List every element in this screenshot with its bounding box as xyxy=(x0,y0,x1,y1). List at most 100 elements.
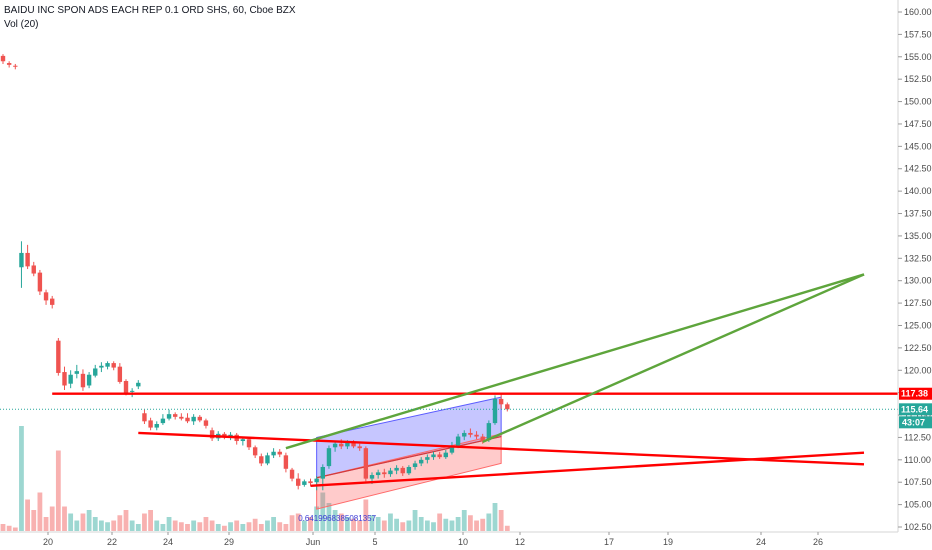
time-tick-label: 12 xyxy=(515,537,525,547)
candle-body xyxy=(123,381,129,393)
candlesticks xyxy=(0,54,510,491)
price-tick-label: 155.00 xyxy=(904,52,932,62)
candle-body xyxy=(166,414,172,419)
volume-bar xyxy=(185,524,190,531)
volume-indicator-label[interactable]: Vol (20) xyxy=(4,19,39,30)
time-tick-label: 17 xyxy=(604,537,614,547)
price-tick-label: 137.50 xyxy=(904,209,932,219)
volume-bar xyxy=(0,524,6,531)
channel-annotation: 0.6419968385081357 xyxy=(298,514,376,523)
candle-body xyxy=(474,434,479,437)
volume-bar xyxy=(197,522,203,531)
volume-bar xyxy=(105,522,110,531)
volume-bar xyxy=(203,517,209,531)
price-tick-label: 127.50 xyxy=(904,298,932,308)
volume-bar xyxy=(111,520,117,531)
volume-bar xyxy=(375,517,381,531)
candle-body xyxy=(425,457,430,460)
volume-bar xyxy=(265,520,270,531)
volume-bar xyxy=(468,515,473,531)
countdown-tag-bg xyxy=(899,416,932,429)
candle-body xyxy=(480,436,485,442)
countdown-tag: 43:07 xyxy=(902,417,925,427)
candle-body xyxy=(449,445,455,453)
volume-bar xyxy=(191,520,197,531)
volume-bar xyxy=(240,524,246,531)
price-tick-label: 152.50 xyxy=(904,74,932,84)
price-tick-label: 102.50 xyxy=(904,522,932,532)
price-tick-label: 157.50 xyxy=(904,29,932,39)
candle-body xyxy=(400,467,405,474)
level-price-tag: 117.38 xyxy=(901,389,928,399)
volume-bar xyxy=(357,520,363,531)
candle-body xyxy=(492,398,498,424)
time-tick-label: 22 xyxy=(107,537,117,547)
price-tick-label: 107.50 xyxy=(904,477,932,487)
candle-body xyxy=(431,454,436,458)
volume-bar xyxy=(338,513,344,531)
volume-bar xyxy=(345,517,350,531)
price-tick-label: 142.50 xyxy=(904,164,932,174)
time-axis[interactable]: 20 22 24 29 Jun 5 10 12 17 19 24 26 xyxy=(0,531,898,547)
volume-bar xyxy=(424,520,430,531)
candle-body xyxy=(443,452,448,458)
candle-body xyxy=(252,447,258,456)
candle-body xyxy=(13,65,18,67)
volume-bar xyxy=(295,513,301,531)
candle-body xyxy=(259,456,264,464)
volume-bar xyxy=(320,492,326,531)
time-tick-label: 10 xyxy=(458,537,468,547)
candle-body xyxy=(302,481,307,485)
candle-body xyxy=(203,420,209,426)
time-tick-label: 29 xyxy=(224,537,234,547)
candle-body xyxy=(314,478,319,483)
price-axis[interactable]: 160.00 157.50 155.00 152.50 150.00 147.50 145.… xyxy=(897,0,932,532)
volume-bar xyxy=(215,524,221,531)
volume-bar xyxy=(486,513,492,531)
candle-body xyxy=(154,424,159,428)
volume-bar xyxy=(80,513,86,531)
volume-bar xyxy=(25,499,30,531)
time-tick-label: 5 xyxy=(372,537,377,547)
volume-bar xyxy=(400,522,406,531)
red-trend-line-lower xyxy=(310,451,865,487)
price-tick-label: 112.50 xyxy=(904,432,931,442)
volume-bar xyxy=(148,510,153,531)
symbol-title[interactable]: BAIDU INC SPON ADS EACH REP 0.1 ORD SHS,… xyxy=(4,5,296,16)
price-tick-label: 160.00 xyxy=(904,7,932,17)
volume-bar xyxy=(92,517,98,531)
volume-bars xyxy=(0,426,510,531)
time-tick-label: 19 xyxy=(663,537,673,547)
candle-body xyxy=(498,398,504,405)
candle-body xyxy=(19,252,24,268)
candle-body xyxy=(197,416,202,421)
volume-bar xyxy=(62,506,67,531)
candle-body xyxy=(209,430,215,439)
volume-bar xyxy=(160,524,166,531)
candle-body xyxy=(369,475,375,479)
candle-body xyxy=(363,448,369,479)
volume-bar xyxy=(369,515,375,531)
volume-bar xyxy=(412,510,418,531)
trend-lines[interactable] xyxy=(0,273,898,487)
volume-bar xyxy=(252,518,258,531)
candle-body xyxy=(382,472,387,475)
volume-bar xyxy=(178,522,184,531)
volume-bar xyxy=(326,503,332,531)
candle-body xyxy=(419,459,424,464)
candle-body xyxy=(25,252,30,267)
volume-bar xyxy=(99,520,104,531)
volume-bar xyxy=(437,513,443,531)
volume-bar xyxy=(443,518,449,531)
price-tick-label: 145.00 xyxy=(904,141,932,151)
regression-channels[interactable] xyxy=(316,396,502,510)
candle-body xyxy=(375,472,381,476)
candle-body xyxy=(62,372,67,386)
candle-body xyxy=(50,298,55,305)
volume-bar xyxy=(19,426,24,531)
candle-body xyxy=(394,467,399,471)
volume-bar xyxy=(117,515,123,531)
candle-body xyxy=(0,55,6,62)
volume-bar xyxy=(31,510,37,531)
